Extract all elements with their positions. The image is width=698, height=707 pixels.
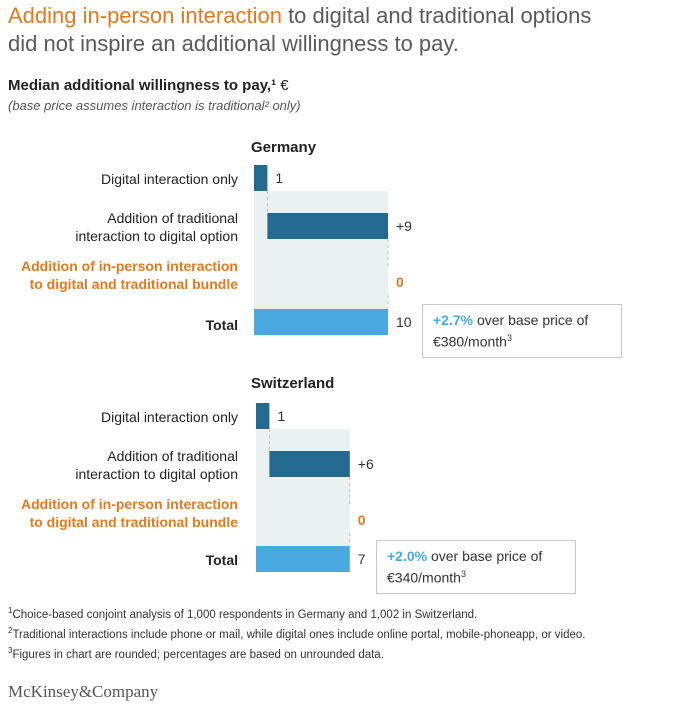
brand-logo: McKinsey&Company [8, 682, 159, 701]
footnote-2-text: Traditional interactions include phone o… [12, 628, 586, 641]
chart-title: Adding in-person interaction to digital … [8, 2, 688, 58]
germany-callout-pct: +2.7% [433, 312, 474, 328]
footnote-2-mark: 2 [8, 625, 13, 635]
germany-value-3: 0 [396, 274, 404, 290]
germany-callout-text: over base price of [473, 312, 589, 328]
switzerland-label-3-line-1: Addition of in-person interaction [21, 496, 238, 512]
switzerland-callout-sup: 3 [460, 569, 466, 579]
base-price-note: (base price assumes interaction is tradi… [8, 98, 301, 113]
footnote-1: 1Choice-based conjoint analysis of 1,000… [8, 603, 698, 623]
germany-label-2-line-2: interaction to digital option [75, 228, 238, 244]
title-line2: did not inspire an additional willingnes… [8, 31, 459, 56]
switzerland-band [256, 429, 350, 546]
switzerland-label-4-line-1: Total [206, 552, 238, 568]
subtitle-main: Median additional willingness to pay,¹ [8, 77, 277, 94]
switzerland-value-2: +6 [358, 456, 374, 472]
chart-subtitle: Median additional willingness to pay,¹ € [8, 77, 289, 94]
switzerland-callout: +2.0% over base price of €340/month3 [376, 540, 576, 594]
switzerland-label-3-line-2: to digital and traditional bundle [30, 514, 239, 530]
germany-value-2: +9 [396, 218, 412, 234]
footnote-1-text: Choice-based conjoint analysis of 1,000 … [12, 608, 478, 621]
footnotes: 1Choice-based conjoint analysis of 1,000… [8, 603, 698, 662]
switzerland-value-1: 1 [277, 408, 285, 424]
switzerland-label-2-line-2: interaction to digital option [75, 466, 238, 482]
footnote-2: 2Traditional interactions include phone … [8, 623, 698, 643]
germany-chart: Germany 1 Digital interaction only +9 Additi… [21, 139, 412, 335]
waterfall-charts: Germany 1 Digital interaction only +9 Additi… [21, 139, 412, 572]
subtitle-unit: € [276, 77, 289, 94]
germany-label-4-line-1: Total [206, 317, 238, 333]
germany-callout-base: €380/month [433, 333, 507, 350]
switzerland-label-1-line-1: Digital interaction only [101, 409, 238, 425]
germany-bar-1 [254, 165, 268, 191]
switzerland-label-2-line-1: Addition of traditional [107, 448, 238, 464]
title-rest: to digital and traditional options [281, 3, 592, 28]
germany-bar-2 [267, 213, 388, 239]
switzerland-value-3: 0 [358, 512, 366, 528]
footnote-1-mark: 1 [8, 606, 13, 615]
germany-title: Germany [251, 139, 317, 156]
switzerland-bar-2 [269, 451, 350, 477]
switzerland-chart: Switzerland 1 Digital interaction only +6 Ad… [21, 375, 374, 572]
germany-label-1-line-1: Digital interaction only [101, 171, 238, 187]
germany-callout: +2.7% over base price of €380/month3 [422, 304, 622, 358]
title-highlight: Adding in-person interaction [8, 3, 282, 28]
germany-label-2-line-1: Addition of traditional [107, 210, 238, 226]
germany-label-3-line-1: Addition of in-person interaction [21, 258, 238, 274]
footnote-3: 3Figures in chart are rounded; percentag… [8, 643, 698, 663]
switzerland-bar-4 [256, 546, 350, 572]
germany-band [254, 191, 388, 309]
germany-bar-4 [254, 309, 388, 335]
germany-value-1: 1 [275, 170, 283, 186]
germany-callout-sup: 3 [506, 333, 512, 343]
germany-label-3-line-2: to digital and traditional bundle [30, 276, 239, 292]
germany-value-4: 10 [396, 314, 412, 330]
switzerland-callout-base: €340/month [387, 569, 461, 586]
switzerland-bar-1 [256, 403, 270, 429]
switzerland-value-4: 7 [358, 551, 366, 567]
switzerland-title: Switzerland [251, 375, 334, 392]
footnote-3-mark: 3 [8, 645, 13, 655]
footnote-3-text: Figures in chart are rounded; percentage… [12, 648, 384, 661]
switzerland-callout-pct: +2.0% [387, 548, 428, 564]
switzerland-callout-text: over base price of [427, 548, 543, 564]
